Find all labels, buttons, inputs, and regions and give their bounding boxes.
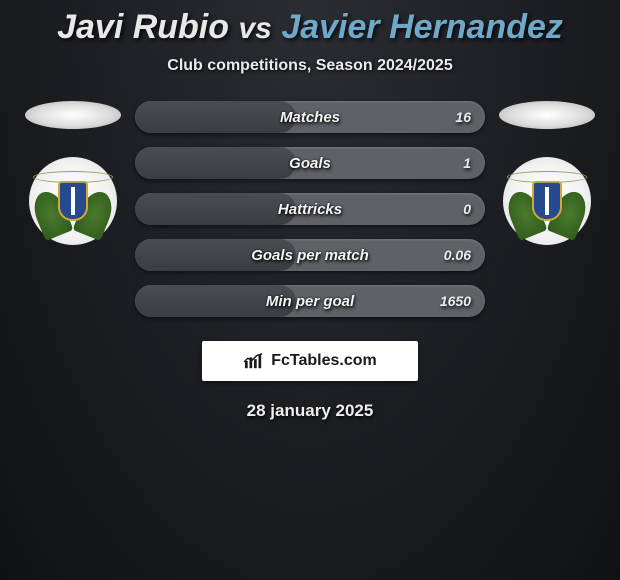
stat-label: Hattricks — [278, 201, 342, 218]
stat-label: Goals per match — [251, 247, 369, 264]
site-name: FcTables.com — [271, 352, 377, 370]
stat-label: Goals — [289, 155, 331, 172]
stat-value-right: 1650 — [440, 293, 471, 309]
player1-photo — [25, 101, 121, 129]
site-badge: FcTables.com — [202, 341, 418, 381]
right-player-column — [497, 101, 597, 245]
stat-bar-fill — [135, 193, 296, 225]
stat-value-right: 0 — [463, 201, 471, 217]
stat-value-right: 1 — [463, 155, 471, 171]
stats-column: Matches 16 Goals 1 Hattricks 0 Goals per match… — [135, 101, 485, 317]
player1-name: Javi Rubio — [57, 8, 229, 46]
stat-bar: Goals 1 — [135, 147, 485, 179]
date-label: 28 january 2025 — [0, 401, 620, 421]
stat-bar-fill — [135, 101, 296, 133]
player2-club-badge — [503, 157, 591, 245]
stat-bar: Goals per match 0.06 — [135, 239, 485, 271]
chart-icon — [243, 352, 265, 370]
stat-value-right: 0.06 — [444, 247, 471, 263]
page-title: Javi Rubio vs Javier Hernandez — [0, 8, 620, 47]
stat-label: Min per goal — [266, 293, 354, 310]
stat-bar-fill — [135, 147, 296, 179]
stat-bar: Min per goal 1650 — [135, 285, 485, 317]
vs-label: vs — [238, 12, 271, 45]
stat-bar: Hattricks 0 — [135, 193, 485, 225]
player1-club-badge — [29, 157, 117, 245]
player2-photo — [499, 101, 595, 129]
stat-bar: Matches 16 — [135, 101, 485, 133]
player2-name: Javier Hernandez — [281, 8, 563, 46]
subtitle: Club competitions, Season 2024/2025 — [0, 57, 620, 75]
stat-value-right: 16 — [455, 109, 471, 125]
comparison-row: Matches 16 Goals 1 Hattricks 0 Goals per match… — [0, 101, 620, 317]
stat-label: Matches — [280, 109, 340, 126]
left-player-column — [23, 101, 123, 245]
